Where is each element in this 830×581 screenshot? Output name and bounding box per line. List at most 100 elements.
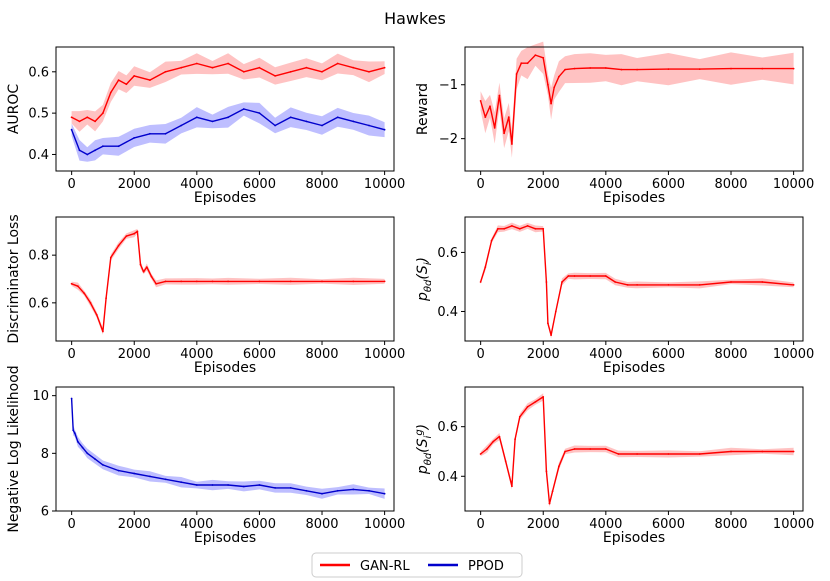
x-tick-label: 2000: [118, 177, 151, 192]
point-reward-gan-rl: [503, 132, 505, 135]
point-p_si-gan-rl: [545, 281, 548, 283]
point-auroc-gan-rl: [289, 70, 292, 73]
point-disc_loss-gan-rl: [258, 280, 261, 283]
point-auroc-ppod: [289, 116, 292, 119]
x-tick-label: 4000: [589, 177, 622, 192]
point-nll-ppod: [274, 487, 276, 489]
point-p_sg-gan-rl: [492, 440, 495, 443]
point-p_sg-gan-rl: [548, 502, 551, 505]
point-p_si-gan-rl: [698, 284, 701, 286]
x-tick-label: 8000: [714, 347, 747, 362]
point-p_sg-gan-rl: [498, 435, 501, 438]
point-p_si-gan-rl: [604, 275, 607, 277]
legend-label-ppod: PPOD: [468, 559, 504, 574]
point-nll-ppod: [336, 489, 339, 492]
point-auroc-gan-rl: [117, 79, 120, 81]
point-reward-gan-rl: [547, 83, 549, 86]
x-tick-label: 6000: [652, 347, 685, 362]
x-tick-label: 8000: [305, 177, 338, 192]
point-auroc-gan-rl: [180, 66, 183, 69]
point-auroc-gan-rl: [94, 120, 96, 123]
point-nll-ppod: [72, 429, 75, 432]
point-disc_loss-gan-rl: [211, 280, 214, 283]
x-axis-label: Episodes: [603, 360, 665, 376]
band-auroc-gan-rl: [71, 53, 385, 132]
point-auroc-ppod: [274, 124, 276, 127]
point-p_si-gan-rl: [479, 281, 482, 283]
x-tick-label: 6000: [243, 347, 276, 362]
point-auroc-gan-rl: [70, 116, 73, 119]
point-auroc-ppod: [86, 153, 89, 156]
point-p_si-gan-rl: [547, 322, 549, 325]
y-axis-label: Reward: [415, 83, 431, 135]
point-disc_loss-gan-rl: [125, 235, 128, 238]
point-disc_loss-gan-rl: [102, 330, 104, 333]
point-disc_loss-gan-rl: [83, 292, 86, 295]
band-p_sg-gan-rl: [480, 393, 794, 508]
point-reward-gan-rl: [498, 94, 501, 97]
point-disc_loss-gan-rl: [164, 280, 167, 283]
x-tick-label: 6000: [652, 177, 685, 192]
legend: GAN-RL PPOD: [311, 552, 523, 578]
point-p_sg-gan-rl: [526, 405, 529, 408]
point-auroc-gan-rl: [258, 66, 261, 69]
point-auroc-ppod: [336, 116, 339, 119]
y-tick-label: 0.4: [437, 305, 458, 320]
y-tick-label: −2: [439, 132, 458, 147]
axes-frame: [55, 386, 395, 512]
point-p_sg-gan-rl: [504, 460, 507, 463]
x-tick-label: 6000: [652, 517, 685, 532]
panel-auroc: 0 2000 4000 6000 8000 10000 0.4 0.5 0.6 Episodes A…: [6, 46, 405, 206]
axes-frame: [464, 386, 804, 512]
legend-frame: [311, 552, 523, 578]
figure-title: Hawkes: [384, 9, 446, 28]
point-auroc-gan-rl: [109, 91, 112, 94]
point-auroc-gan-rl: [336, 62, 339, 65]
band-nll-ppod: [71, 395, 385, 499]
point-disc_loss-gan-rl: [105, 297, 107, 299]
point-disc_loss-gan-rl: [133, 232, 136, 235]
line-reward-gan-rl: [479, 54, 794, 145]
point-p_si-gan-rl: [561, 281, 563, 283]
point-disc_loss-gan-rl: [95, 313, 98, 316]
point-auroc-ppod: [352, 120, 355, 123]
point-nll-ppod: [321, 492, 323, 495]
point-disc_loss-gan-rl: [155, 282, 158, 285]
point-p_si-gan-rl: [518, 227, 521, 230]
point-disc_loss-gan-rl: [89, 301, 92, 304]
point-auroc-ppod: [227, 116, 230, 119]
point-reward-gan-rl: [761, 67, 764, 70]
point-p_si-gan-rl: [554, 310, 557, 313]
point-p_sg-gan-rl: [534, 401, 537, 403]
point-p_si-gan-rl: [614, 281, 617, 283]
point-auroc-ppod: [102, 145, 104, 148]
point-auroc-gan-rl: [227, 62, 230, 65]
x-tick-label: 0: [477, 177, 485, 192]
panel-nll: 0 2000 4000 6000 8000 10000 6 8 10 Episodes Negati…: [6, 365, 405, 546]
y-tick-label: −1: [439, 78, 458, 93]
point-reward-gan-rl: [489, 105, 491, 108]
point-nll-ppod: [86, 452, 89, 455]
point-auroc-gan-rl: [352, 66, 355, 69]
point-auroc-gan-rl: [305, 66, 308, 69]
point-nll-ppod: [117, 469, 120, 472]
x-tick-label: 10000: [364, 347, 405, 362]
point-reward-gan-rl: [573, 67, 576, 70]
point-p_si-gan-rl: [589, 275, 592, 277]
point-auroc-ppod: [149, 132, 151, 135]
point-disc_loss-gan-rl: [136, 230, 139, 233]
panel-p_si: 0 2000 4000 6000 8000 10000 0.4 0.6 Episodes pθd(…: [415, 216, 814, 376]
point-reward-gan-rl: [558, 75, 560, 78]
point-p_sg-gan-rl: [761, 450, 764, 453]
point-p_sg-gan-rl: [514, 438, 516, 440]
point-nll-ppod: [133, 472, 136, 475]
point-reward-gan-rl: [550, 102, 552, 105]
point-nll-ppod: [94, 458, 96, 460]
point-auroc-gan-rl: [125, 83, 128, 86]
point-reward-gan-rl: [792, 67, 795, 70]
point-nll-ppod: [383, 492, 386, 495]
point-p_si-gan-rl: [542, 227, 545, 230]
x-tick-label: 6000: [243, 177, 276, 192]
point-auroc-ppod: [70, 128, 73, 131]
point-reward-gan-rl: [526, 62, 529, 65]
